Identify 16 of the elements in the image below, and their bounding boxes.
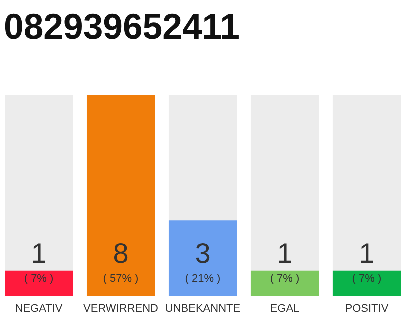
data-label: 8 xyxy=(113,238,129,269)
x-tick-label: NEGATIV xyxy=(15,303,64,315)
annotation: ( 21% ) xyxy=(185,273,221,285)
x-tick-label: VERWIRREND xyxy=(84,303,159,315)
annotation: ( 7% ) xyxy=(270,273,300,285)
x-tick-label: POSITIV xyxy=(345,303,390,315)
data-label: 1 xyxy=(359,238,375,269)
annotation: ( 7% ) xyxy=(352,273,382,285)
annotation: ( 7% ) xyxy=(24,273,54,285)
data-label: 1 xyxy=(277,238,293,269)
x-tick-label: EGAL xyxy=(270,303,300,315)
data-label: 1 xyxy=(31,238,47,269)
data-label: 3 xyxy=(195,238,211,269)
annotation: ( 57% ) xyxy=(103,273,139,285)
chart-title: 082939652411 xyxy=(4,6,242,47)
x-tick-label: UNBEKANNTE xyxy=(165,303,241,315)
